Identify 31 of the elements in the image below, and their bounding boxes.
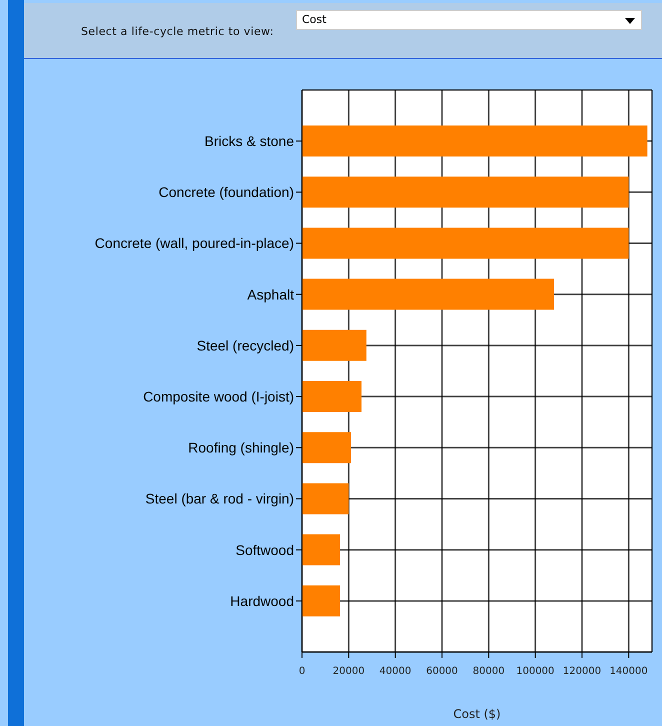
bar <box>302 381 362 412</box>
y-tick-label: Concrete (foundation) <box>158 184 294 200</box>
y-tick-label: Concrete (wall, poured-in-place) <box>94 235 294 252</box>
y-tick-label: Composite wood (I-joist) <box>143 388 294 405</box>
x-tick-label: 120000 <box>562 666 602 677</box>
y-tick-label: Steel (bar & rod - virgin) <box>145 490 294 507</box>
bar <box>302 228 629 259</box>
bar <box>302 126 648 156</box>
y-tick-label: Bricks & stone <box>204 133 294 150</box>
text: Select a life-cycle metric to view: <box>81 25 274 38</box>
x-axis-title: Cost ($) <box>453 707 501 721</box>
bar <box>302 585 340 616</box>
bar <box>302 483 349 514</box>
x-tick-label: 0 <box>298 666 306 677</box>
bar <box>302 330 366 361</box>
y-tick-label: Asphalt <box>247 286 294 302</box>
y-tick-label: Hardwood <box>230 592 294 609</box>
x-tick-label: 140000 <box>610 666 648 677</box>
bar <box>302 534 340 566</box>
x-tick-label: 60000 <box>426 666 458 677</box>
bar <box>302 278 554 310</box>
y-tick-label: Steel (recycled) <box>196 337 294 354</box>
x-tick-label: 80000 <box>472 666 505 677</box>
bar <box>302 432 351 464</box>
x-tick-label: 40000 <box>379 666 412 677</box>
dropdown-field: Cost <box>296 10 642 30</box>
y-tick-label: Softwood <box>236 542 294 558</box>
bar <box>302 176 629 208</box>
x-tick-label: 20000 <box>332 666 365 677</box>
y-tick-label: Roofing (shingle) <box>188 440 294 456</box>
x-tick-label: 100000 <box>516 666 554 677</box>
